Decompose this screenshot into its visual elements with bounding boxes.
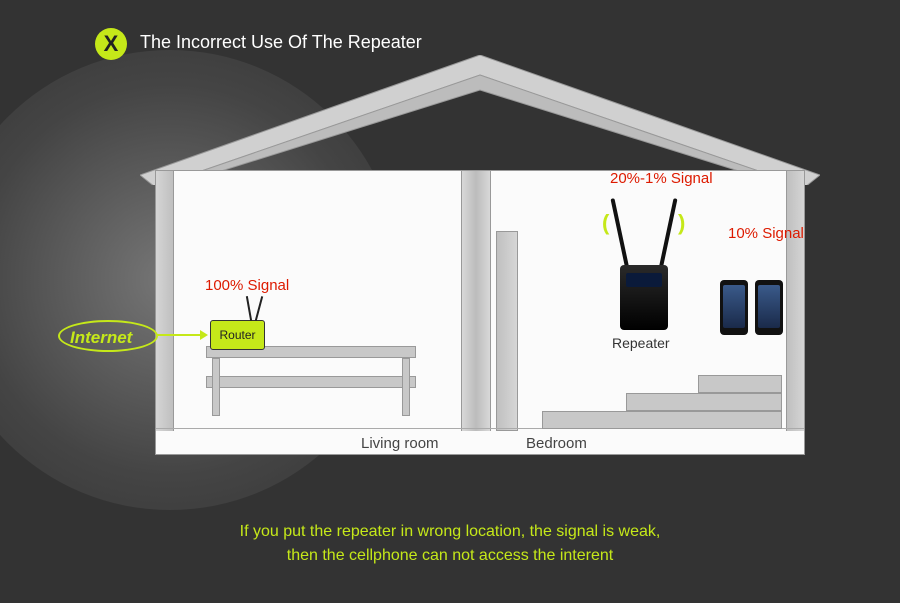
platform-steps bbox=[542, 374, 782, 429]
router-device: Router bbox=[210, 320, 265, 350]
weak-signal-icon: ( bbox=[602, 210, 609, 236]
internet-arrow-icon bbox=[156, 334, 206, 336]
phone-icon bbox=[720, 280, 748, 335]
weak-signal-icon: ) bbox=[678, 210, 685, 236]
phone-icon bbox=[755, 280, 783, 335]
caption-line-1: If you put the repeater in wrong locatio… bbox=[240, 523, 661, 540]
phone-signal-label: 10% Signal bbox=[728, 225, 804, 242]
repeater-body bbox=[620, 265, 668, 330]
repeater-device: Repeater bbox=[620, 265, 668, 330]
wall-right bbox=[786, 171, 804, 431]
internet-label: Internet bbox=[70, 328, 132, 348]
repeater-signal-label: 20%-1% Signal bbox=[610, 170, 713, 187]
house-diagram: Living room Bedroom bbox=[140, 55, 820, 475]
x-icon: X bbox=[104, 31, 119, 57]
desk bbox=[206, 346, 416, 416]
caption-text: If you put the repeater in wrong locatio… bbox=[0, 520, 900, 568]
incorrect-badge: X bbox=[95, 28, 127, 60]
router-signal-label: 100% Signal bbox=[205, 277, 289, 294]
router-body: Router bbox=[210, 320, 265, 350]
bedroom-label: Bedroom bbox=[526, 435, 587, 452]
door bbox=[496, 231, 518, 431]
repeater-label: Repeater bbox=[612, 335, 670, 351]
wall-middle bbox=[461, 171, 491, 431]
living-room-label: Living room bbox=[361, 435, 439, 452]
wall-left bbox=[156, 171, 174, 431]
caption-line-2: then the cellphone can not access the in… bbox=[287, 547, 613, 564]
page-title: The Incorrect Use Of The Repeater bbox=[140, 32, 422, 53]
house-body: Living room Bedroom bbox=[155, 170, 805, 455]
roof-shape bbox=[140, 55, 820, 185]
